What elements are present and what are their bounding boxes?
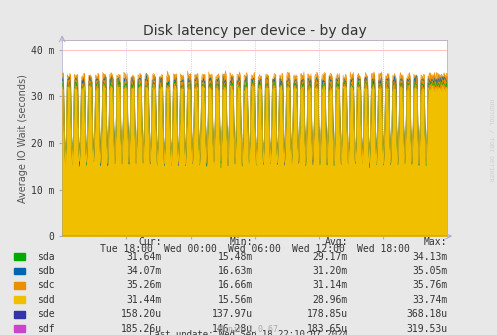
Text: 16.66m: 16.66m — [218, 280, 253, 290]
Text: 34.13m: 34.13m — [412, 252, 447, 262]
Y-axis label: Average IO Wait (seconds): Average IO Wait (seconds) — [18, 74, 28, 203]
Text: 146.28u: 146.28u — [212, 324, 253, 334]
Text: 29.17m: 29.17m — [313, 252, 348, 262]
Text: 28.96m: 28.96m — [313, 295, 348, 305]
Text: 31.14m: 31.14m — [313, 280, 348, 290]
Text: sdd: sdd — [37, 295, 55, 305]
Text: 319.53u: 319.53u — [406, 324, 447, 334]
Text: sda: sda — [37, 252, 55, 262]
Text: 34.07m: 34.07m — [126, 266, 162, 276]
Text: sdf: sdf — [37, 324, 55, 334]
Text: 183.65u: 183.65u — [307, 324, 348, 334]
Text: 185.26u: 185.26u — [120, 324, 162, 334]
Text: 35.26m: 35.26m — [126, 280, 162, 290]
Text: 16.63m: 16.63m — [218, 266, 253, 276]
Text: sde: sde — [37, 309, 55, 319]
Text: Last update: Wed Sep 18 22:10:07 2024: Last update: Wed Sep 18 22:10:07 2024 — [149, 330, 348, 335]
Text: 31.64m: 31.64m — [126, 252, 162, 262]
Text: 368.18u: 368.18u — [406, 309, 447, 319]
Text: sdb: sdb — [37, 266, 55, 276]
Text: Munin 2.0.67: Munin 2.0.67 — [219, 325, 278, 334]
Text: 137.97u: 137.97u — [212, 309, 253, 319]
Title: Disk latency per device - by day: Disk latency per device - by day — [143, 24, 367, 38]
Text: Cur:: Cur: — [138, 237, 162, 247]
Text: 158.20u: 158.20u — [120, 309, 162, 319]
Text: 35.76m: 35.76m — [412, 280, 447, 290]
Text: 31.20m: 31.20m — [313, 266, 348, 276]
Text: 15.48m: 15.48m — [218, 252, 253, 262]
Text: 33.74m: 33.74m — [412, 295, 447, 305]
Text: Avg:: Avg: — [325, 237, 348, 247]
Text: sdc: sdc — [37, 280, 55, 290]
Text: RRDTOOL / TOBI OETIKER: RRDTOOL / TOBI OETIKER — [488, 99, 493, 182]
Text: 178.85u: 178.85u — [307, 309, 348, 319]
Text: Max:: Max: — [424, 237, 447, 247]
Text: 15.56m: 15.56m — [218, 295, 253, 305]
Text: Min:: Min: — [230, 237, 253, 247]
Text: 31.44m: 31.44m — [126, 295, 162, 305]
Text: 35.05m: 35.05m — [412, 266, 447, 276]
